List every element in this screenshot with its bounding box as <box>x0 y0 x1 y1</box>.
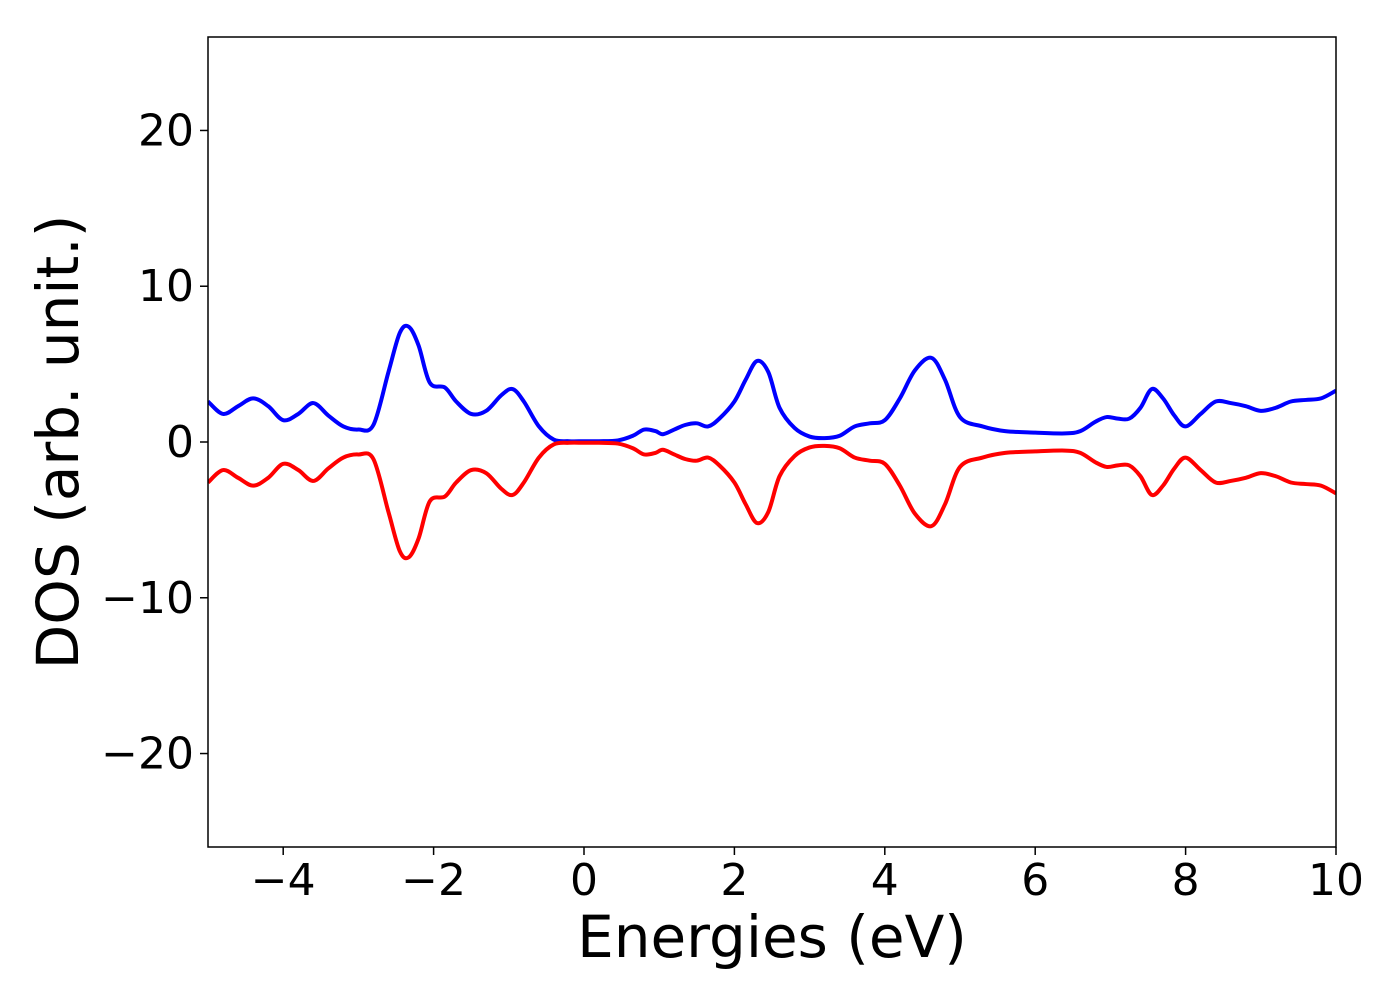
x-tick-label: 8 <box>1172 855 1200 906</box>
x-tick-label: 6 <box>1021 855 1049 906</box>
y-tick-label: −10 <box>101 573 194 624</box>
y-tick-label: −20 <box>101 729 194 780</box>
x-axis-ticks: −4 −2 0 2 4 6 8 10 <box>251 847 1364 906</box>
series-line-down <box>208 440 1336 561</box>
y-axis-label: DOS (arb. unit.) <box>24 215 92 670</box>
y-tick-label: 0 <box>166 417 194 468</box>
x-tick-label: 4 <box>871 855 899 906</box>
x-axis-label: Energies (eV) <box>577 903 967 971</box>
series-line-up <box>208 323 1336 444</box>
x-tick-label: −4 <box>251 855 316 906</box>
plot-frame <box>207 36 1337 848</box>
y-tick-label: 20 <box>138 105 194 156</box>
y-tick-label: 10 <box>138 261 194 312</box>
x-tick-label: 10 <box>1308 855 1364 906</box>
x-tick-label: −2 <box>401 855 466 906</box>
x-tick-label: 0 <box>570 855 598 906</box>
series-layer <box>208 323 1336 561</box>
x-tick-label: 2 <box>720 855 748 906</box>
y-axis-ticks: −20 −10 0 10 20 <box>101 105 208 780</box>
